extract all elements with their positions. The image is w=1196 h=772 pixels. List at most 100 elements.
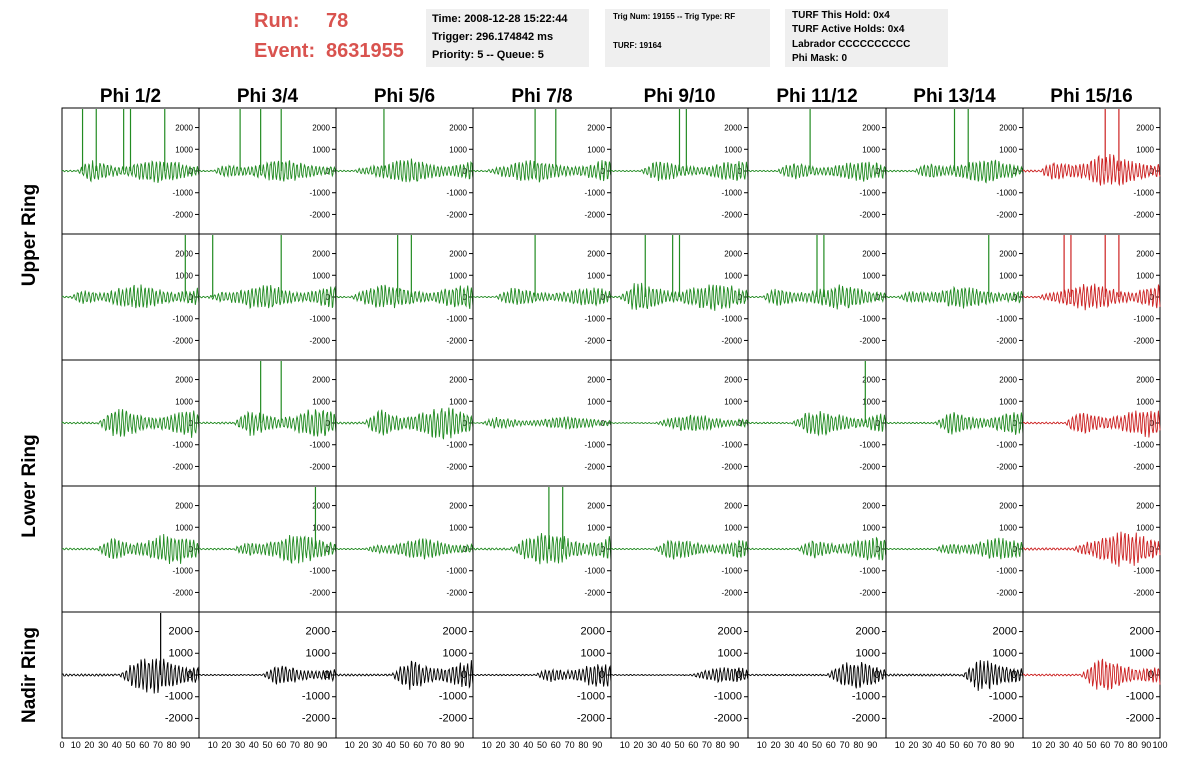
y-tick-label: 1000	[175, 397, 193, 406]
y-tick-label: 2000	[724, 502, 742, 511]
waveform-line	[885, 412, 1024, 435]
x-tick-label: 70	[427, 740, 437, 750]
y-tick-label: -2000	[447, 462, 468, 471]
x-tick-label: 90	[592, 740, 602, 750]
y-tick-label: 2000	[312, 376, 330, 385]
column-header: Phi 15/16	[1050, 86, 1133, 107]
y-tick-label: 2000	[581, 626, 605, 638]
y-tick-label: 1000	[993, 647, 1017, 659]
x-tick-label: 60	[826, 740, 836, 750]
y-tick-label: -1000	[1134, 441, 1155, 450]
waveform-line	[885, 285, 1024, 309]
y-tick-label: 1000	[175, 271, 193, 280]
waveform-line	[1022, 531, 1161, 567]
waveform-line	[610, 414, 749, 431]
event-value: 8631955	[326, 40, 404, 62]
y-tick-label: -2000	[989, 712, 1017, 724]
y-tick-label: 2000	[862, 250, 880, 259]
trig-num-line: Trig Num: 19155 -- Trig Type: RF	[613, 12, 736, 21]
y-tick-label: -2000	[173, 462, 194, 471]
y-tick-label: -2000	[585, 336, 606, 345]
y-tick-label: -2000	[722, 210, 743, 219]
x-tick-label: 70	[153, 740, 163, 750]
y-tick-label: -2000	[173, 336, 194, 345]
trig-info-box: Trig Num: 19155 -- Trig Type: RF TURF: 1…	[605, 9, 770, 67]
y-tick-label: 2000	[862, 124, 880, 133]
y-tick-label: 0	[599, 669, 605, 681]
y-tick-label: -2000	[165, 712, 193, 724]
y-tick-label: 1000	[581, 647, 605, 659]
y-tick-label: 1000	[1136, 397, 1154, 406]
x-tick-label: 40	[661, 740, 671, 750]
y-tick-label: -2000	[852, 712, 880, 724]
y-tick-label: 2000	[449, 502, 467, 511]
waveform-line	[610, 667, 749, 684]
y-tick-label: -2000	[860, 336, 881, 345]
waveform-line	[1022, 153, 1161, 187]
y-tick-label: 1000	[718, 647, 742, 659]
x-tick-label: 60	[276, 740, 286, 750]
y-tick-label: -2000	[447, 588, 468, 597]
turf-active-line: TURF Active Holds: 0x4	[792, 24, 905, 35]
waveform-line	[198, 665, 337, 685]
y-tick-label: 2000	[862, 502, 880, 511]
y-tick-label: -2000	[577, 712, 605, 724]
y-tick-label: 2000	[993, 626, 1017, 638]
column-header: Phi 7/8	[511, 86, 573, 107]
x-tick-label: 50	[812, 740, 822, 750]
waveform-line	[198, 409, 337, 437]
y-tick-label: 1000	[999, 397, 1017, 406]
y-tick-label: -1000	[165, 691, 193, 703]
column-header: Phi 1/2	[99, 86, 162, 107]
y-tick-label: 0	[736, 669, 742, 681]
y-tick-label: -1000	[310, 567, 331, 576]
y-tick-label: -1000	[860, 315, 881, 324]
x-tick-label: 70	[1114, 740, 1124, 750]
y-tick-label: 2000	[587, 502, 605, 511]
y-tick-label: 1000	[312, 523, 330, 532]
x-tick-label: 50	[1086, 740, 1096, 750]
trigger-time-line: Trigger: 296.174842 ms	[432, 31, 554, 43]
x-tick-label: 10	[208, 740, 218, 750]
y-tick-label: -1000	[714, 691, 742, 703]
y-tick-label: 1000	[724, 523, 742, 532]
y-tick-label: 1000	[724, 145, 742, 154]
x-tick-label: 90	[454, 740, 464, 750]
x-tick-label: 80	[853, 740, 863, 750]
y-tick-label: 1000	[449, 523, 467, 532]
x-tick-label: 40	[936, 740, 946, 750]
x-tick-label: 50	[949, 740, 959, 750]
y-tick-label: 1000	[587, 271, 605, 280]
x-tick-label: 90	[1004, 740, 1014, 750]
x-tick-label: 50	[399, 740, 409, 750]
y-tick-label: 2000	[999, 502, 1017, 511]
y-tick-label: -2000	[447, 210, 468, 219]
y-tick-label: 1000	[724, 397, 742, 406]
time-info-box: Time: 2008-12-28 15:22:44 Trigger: 296.1…	[426, 9, 589, 67]
y-tick-label: 1000	[999, 271, 1017, 280]
x-tick-label: 40	[1073, 740, 1083, 750]
y-tick-label: 1000	[587, 523, 605, 532]
y-tick-label: -1000	[722, 315, 743, 324]
x-tick-label: 50	[125, 740, 135, 750]
y-tick-label: -1000	[997, 567, 1018, 576]
y-tick-label: -1000	[447, 441, 468, 450]
turf-hold-line: TURF This Hold: 0x4	[792, 10, 890, 21]
labrador-line: Labrador CCCCCCCCCC	[792, 39, 911, 50]
column-header: Phi 5/6	[373, 86, 436, 107]
y-tick-label: -1000	[585, 315, 606, 324]
y-tick-label: -1000	[439, 691, 467, 703]
waveform-line	[1022, 658, 1161, 691]
y-tick-label: 1000	[449, 397, 467, 406]
y-tick-label: -1000	[310, 189, 331, 198]
y-tick-label: 2000	[449, 376, 467, 385]
y-tick-label: -1000	[997, 315, 1018, 324]
y-tick-label: 1000	[587, 145, 605, 154]
y-tick-label: -1000	[447, 189, 468, 198]
y-tick-label: 2000	[856, 626, 880, 638]
y-tick-label: 2000	[587, 124, 605, 133]
y-tick-label: -1000	[989, 691, 1017, 703]
y-tick-label: -1000	[852, 691, 880, 703]
x-tick-label: 40	[798, 740, 808, 750]
